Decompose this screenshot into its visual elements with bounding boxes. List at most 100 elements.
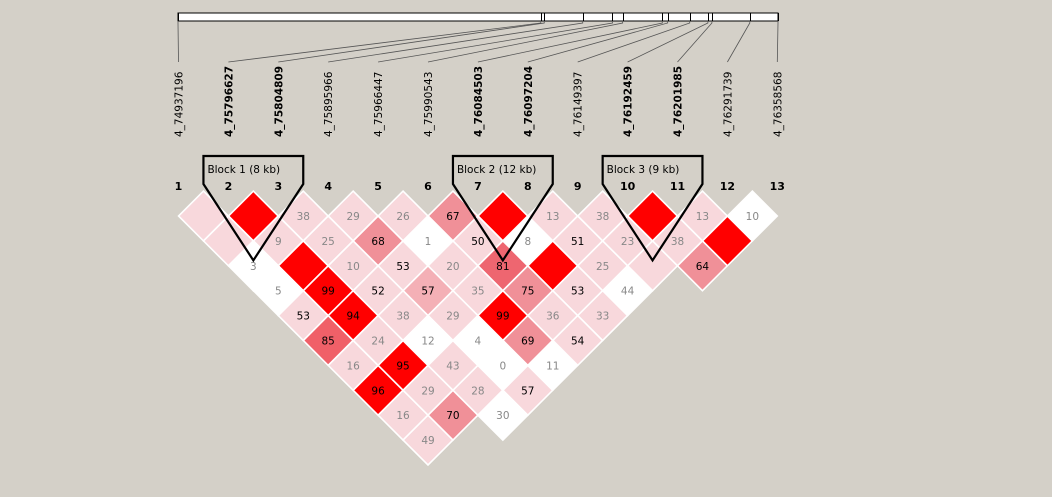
ld-cell-value: 75 xyxy=(521,286,534,298)
snp-connector-line xyxy=(177,21,179,63)
block-outline xyxy=(451,154,554,263)
ld-cell-value: 52 xyxy=(371,286,384,298)
snp-connector-line xyxy=(278,21,545,63)
ld-cell-value: 53 xyxy=(571,286,584,298)
ld-cell-value: 10 xyxy=(346,261,359,273)
ld-cell-value: 16 xyxy=(396,410,410,422)
ld-cell-value: 28 xyxy=(471,385,484,397)
ld-cell-value: 38 xyxy=(596,211,609,223)
ld-cell-value: 44 xyxy=(621,286,635,298)
ld-cell-value: 53 xyxy=(297,311,310,323)
ld-cell-value: 64 xyxy=(696,261,710,273)
snp-name-label: 4_75804809 xyxy=(273,66,285,137)
ld-cell-value: 16 xyxy=(346,360,360,372)
ld-cell-value: 26 xyxy=(396,211,410,223)
ld-cell-value: 35 xyxy=(471,286,484,298)
ld-cell-value: 67 xyxy=(446,211,459,223)
snp-index-number: 6 xyxy=(424,180,432,193)
ld-cell-value: 94 xyxy=(346,311,360,323)
snp-connector-line xyxy=(776,21,779,63)
ld-cell-value: 49 xyxy=(421,435,434,447)
ld-cell-value: 69 xyxy=(521,336,534,348)
snp-connector-line xyxy=(427,21,624,63)
ld-cell-value: 20 xyxy=(446,261,459,273)
ld-cell-value: 12 xyxy=(421,336,434,348)
ld-cell-value: 99 xyxy=(496,311,509,323)
ld-cell-value: 29 xyxy=(421,385,434,397)
snp-connector-line xyxy=(627,21,709,63)
snp-index-number: 8 xyxy=(524,180,532,193)
snp-name-label: 4_75895966 xyxy=(323,71,335,137)
ld-cell-value: 70 xyxy=(446,410,459,422)
block-outline xyxy=(601,154,704,263)
ld-cell-value: 1 xyxy=(425,236,432,248)
snp-position-connectors xyxy=(177,21,779,63)
snp-name-label: 4_76097204 xyxy=(523,66,535,137)
block-label: Block 1 (8 kb) xyxy=(207,164,280,176)
snp-name-label: 4_74937196 xyxy=(174,71,186,137)
haplotype-blocks: Block 1 (8 kb) Block 2 (12 kb) Block 3 (9 … xyxy=(202,154,704,263)
ld-cell-diamond xyxy=(401,414,455,467)
ld-cell-value: 36 xyxy=(546,311,560,323)
snp-name-label: 4_75796627 xyxy=(223,66,235,137)
ld-cell-value: 96 xyxy=(371,385,385,397)
snp-connector-line xyxy=(477,21,663,63)
ld-cell-value: 4 xyxy=(475,336,482,348)
ld-cell-value: 38 xyxy=(396,311,409,323)
ld-cell-value: 10 xyxy=(746,211,759,223)
ld-cell-value: 81 xyxy=(496,261,509,273)
ld-cell-value: 85 xyxy=(322,336,335,348)
ld-cell-value: 53 xyxy=(396,261,409,273)
ld-cell-value: 0 xyxy=(500,360,507,372)
snp-connector-line xyxy=(677,21,713,63)
ld-cell: 64 xyxy=(676,239,729,292)
ld-cell-value: 99 xyxy=(322,286,335,298)
ld-cell-value: 57 xyxy=(521,385,534,397)
snp-index-number: 4 xyxy=(324,180,332,193)
ld-cell-value: 29 xyxy=(446,311,459,323)
ld-cell-value: 30 xyxy=(496,410,509,422)
ld-cell-value: 29 xyxy=(346,211,359,223)
snp-connector-line xyxy=(228,21,542,63)
ld-cell-diamond xyxy=(476,389,529,442)
snp-name-label: 4_76084503 xyxy=(473,66,485,137)
ruler-bar xyxy=(177,12,779,22)
snp-name-label: 4_76149397 xyxy=(573,72,585,137)
snp-name-label: 4_76358568 xyxy=(772,72,784,137)
snp-name-label: 4_76201985 xyxy=(673,66,685,137)
ld-cell-diamond xyxy=(676,239,729,292)
ld-cell-value: 25 xyxy=(322,236,335,248)
ld-cell-value: 50 xyxy=(471,236,484,248)
snp-connector-line xyxy=(727,21,751,63)
ld-cell-value: 38 xyxy=(297,211,310,223)
snp-name-label: 4_76291739 xyxy=(722,72,734,137)
ld-cell: 49 xyxy=(401,414,455,467)
ld-cell-value: 68 xyxy=(371,236,384,248)
snp-name-label: 4_75966447 xyxy=(373,72,385,137)
ld-cell-value: 24 xyxy=(371,336,385,348)
ld-cell-value: 43 xyxy=(446,360,459,372)
snp-index-numbers: 1 2 3 4 5 6 7 8 9 10 11 12 13 xyxy=(175,180,785,193)
snp-name-label: 4_75990543 xyxy=(423,72,435,137)
chromosome-ruler xyxy=(177,12,779,22)
ld-cell-value: 33 xyxy=(596,311,609,323)
ld-matrix: 38 29 26 67 13 38 13 109 25 68 1 50 8 51 23 383 10 53 20 81… xyxy=(177,189,779,467)
snp-index-number: 10 xyxy=(620,180,636,193)
ld-cell-value: 25 xyxy=(596,261,609,273)
snp-name-label: 4_76192459 xyxy=(623,66,635,137)
snp-connector-line xyxy=(328,21,584,63)
ld-cell-value: 57 xyxy=(421,286,434,298)
snp-name-labels: 4_74937196 4_75796627 4_75804809 4_75895966… xyxy=(174,66,785,137)
snp-index-number: 2 xyxy=(225,180,233,193)
snp-index-number: 3 xyxy=(274,180,282,193)
snp-index-number: 11 xyxy=(670,180,685,193)
snp-connector-line xyxy=(378,21,613,63)
ld-cell-value: 13 xyxy=(546,211,559,223)
snp-index-number: 5 xyxy=(374,180,382,193)
ld-cell-value: 13 xyxy=(696,211,709,223)
block-label: Block 3 (9 kb) xyxy=(607,164,680,176)
ld-cell-value: 5 xyxy=(275,286,282,298)
ld-cell-value: 38 xyxy=(671,236,684,248)
snp-connector-line xyxy=(527,21,669,63)
